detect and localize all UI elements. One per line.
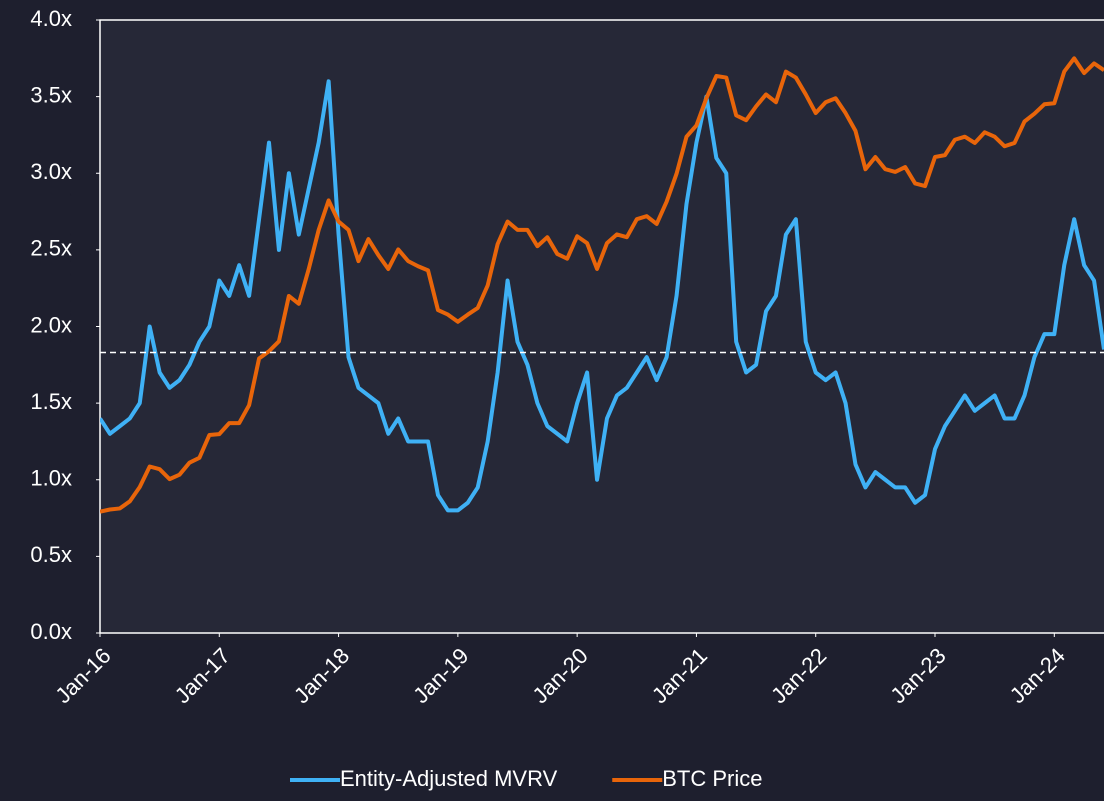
y-tick-label: 1.5x bbox=[30, 389, 72, 414]
y-tick-label: 2.0x bbox=[30, 312, 72, 337]
plot-area bbox=[99, 19, 1104, 634]
y-tick-label: 3.0x bbox=[30, 159, 72, 184]
legend-label: Entity-Adjusted MVRV bbox=[340, 766, 558, 791]
legend-label: BTC Price bbox=[662, 766, 762, 791]
y-tick-label: 0.5x bbox=[30, 542, 72, 567]
y-tick-label: 1.0x bbox=[30, 466, 72, 491]
y-tick-label: 0.0x bbox=[30, 619, 72, 644]
y-tick-label: 3.5x bbox=[30, 82, 72, 107]
y-tick-label: 2.5x bbox=[30, 236, 72, 261]
y-tick-label: 4.0x bbox=[30, 6, 72, 31]
series-line bbox=[100, 56, 1104, 514]
series-line bbox=[100, 79, 1104, 513]
